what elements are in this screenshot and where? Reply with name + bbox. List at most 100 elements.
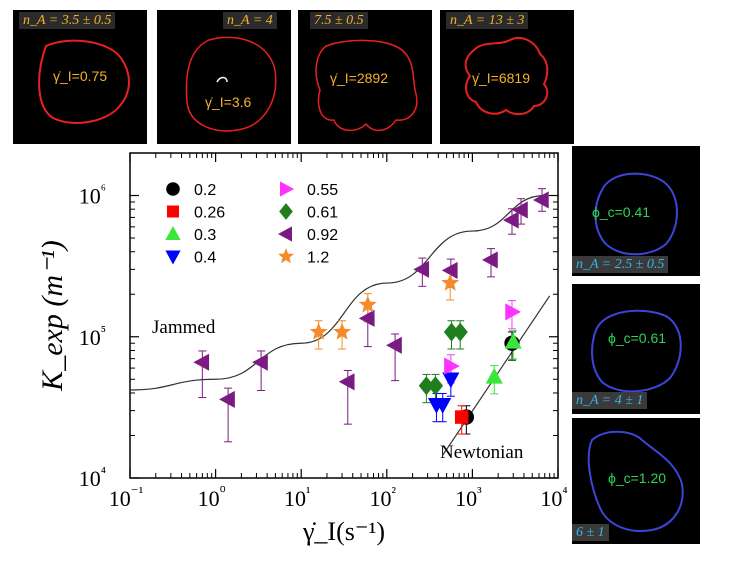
- panel-tag: 7.5 ± 0.5: [310, 12, 368, 29]
- x-tick-label: 10¹: [284, 485, 311, 511]
- marker-shape: [280, 181, 294, 197]
- contour-panel-side-2: ϕ_c=0.61 n_A = 4 ± 1: [572, 284, 700, 414]
- marker-shape: [502, 211, 519, 229]
- x-tick-label: 10⁻¹: [109, 485, 143, 511]
- data-point-0.61: [418, 376, 435, 396]
- marker-shape: [386, 336, 402, 354]
- panel-tag: n_A = 13 ± 3: [446, 12, 529, 29]
- data-point-0.92: [338, 373, 355, 391]
- marker-shape: [532, 191, 549, 209]
- legend-label: 0.92: [307, 227, 338, 244]
- data-point-0.92: [413, 260, 430, 278]
- volume-fraction-label: ϕ_c=1.20: [608, 470, 667, 486]
- marker-shape: [444, 357, 460, 375]
- marker-shape: [278, 248, 294, 264]
- data-point-0.26: [454, 410, 469, 424]
- marker-shape: [219, 390, 235, 408]
- y-tick-label: 10⁵: [79, 324, 106, 350]
- legend-label: 0.2: [194, 182, 216, 199]
- marker-shape: [434, 398, 452, 414]
- marker-shape: [278, 226, 292, 242]
- x-tick-label: 10³: [455, 485, 482, 511]
- marker-shape: [165, 250, 181, 265]
- marker-shape: [512, 201, 528, 219]
- data-point-0.92: [386, 336, 402, 354]
- contour-shape: [464, 36, 549, 116]
- panel-tag: n_A = 4 ± 1: [572, 392, 648, 409]
- x-tick-label: 10⁴: [540, 485, 567, 511]
- data-point-1.2: [309, 322, 328, 340]
- contour-panel-4: n_A = 13 ± 3 γ̇_I=6819: [440, 10, 574, 144]
- data-point-0.61: [427, 376, 444, 396]
- marker-shape: [166, 182, 180, 196]
- scatter-chart: 0.2 0.26 0.3 0.4 0.55 0.61 0.92 1.2 10⁻¹ 10⁰ 10¹ 1…: [36, 152, 568, 546]
- marker-shape: [452, 322, 468, 342]
- data-point-0.4: [434, 398, 452, 414]
- contour-shape: [185, 36, 277, 132]
- data-point-0.3: [485, 367, 503, 384]
- marker-shape: [504, 332, 522, 349]
- data-point-0.92: [482, 251, 498, 269]
- data-point-0.92: [219, 390, 235, 408]
- data-point-0.92: [193, 353, 210, 371]
- data-point-0.92: [532, 191, 549, 209]
- panel-tag: n_A = 3.5 ± 0.5: [19, 12, 116, 29]
- contour-panel-side-3: ϕ_c=1.20 6 ± 1: [572, 418, 700, 544]
- marker-shape: [441, 273, 460, 291]
- marker-shape: [443, 322, 460, 342]
- data-point-0.92: [252, 353, 268, 371]
- marker-shape: [252, 353, 268, 371]
- data-point-0.4: [442, 372, 460, 389]
- legend-marker: [166, 182, 180, 196]
- contour-shape: [594, 172, 678, 256]
- legend-marker: [278, 248, 294, 264]
- contour-panel-3: 7.5 ± 0.5 γ̇_I=2892: [298, 10, 432, 144]
- volume-fraction-label: ϕ_c=0.61: [608, 330, 667, 346]
- marker-shape: [165, 226, 181, 240]
- contour-shape: [315, 39, 418, 132]
- data-point-1.2: [358, 295, 377, 313]
- data-point-1.2: [441, 273, 460, 291]
- data-point-0.92: [502, 211, 519, 229]
- legend-label: 0.3: [194, 227, 216, 244]
- x-tick-label: 10²: [370, 485, 397, 511]
- legend-marker: [280, 181, 294, 197]
- legend-marker: [165, 250, 181, 265]
- marker-shape: [442, 372, 460, 389]
- y-tick-label: 10⁴: [79, 465, 106, 491]
- annotation-newtonian: Newtonian: [440, 442, 524, 463]
- x-tick-label: 10⁰: [198, 485, 226, 511]
- marker-shape: [413, 260, 430, 278]
- shear-rate-label: γ̇_I=0.75: [53, 68, 108, 84]
- panel-tag: n_A = 4: [223, 12, 277, 29]
- legend-label: 1.2: [307, 250, 329, 267]
- y-axis-label: K_exp (m⁻¹): [36, 240, 69, 392]
- plot-area: [129, 152, 559, 479]
- data-point-0.3: [504, 332, 522, 349]
- marker-shape: [333, 322, 352, 340]
- contour-panel-side-1: ϕ_c=0.41 n_A = 2.5 ± 0.5: [572, 146, 700, 276]
- panel-tag: 6 ± 1: [572, 524, 609, 541]
- legend-marker: [167, 205, 179, 218]
- marker-shape: [441, 261, 458, 279]
- marker-shape: [358, 309, 375, 327]
- legend-marker: [278, 226, 292, 242]
- marker-shape: [485, 367, 503, 384]
- legend-label: 0.61: [307, 205, 338, 222]
- marker-shape: [454, 410, 469, 424]
- marker-shape: [309, 322, 328, 340]
- data-point-0.92: [358, 309, 375, 327]
- data-point-0.61: [443, 322, 460, 342]
- volume-fraction-label: ϕ_c=0.41: [592, 204, 651, 220]
- marker-shape: [358, 295, 377, 313]
- shear-rate-label: γ̇_I=2892: [330, 70, 388, 86]
- legend-label: 0.55: [307, 182, 338, 199]
- y-tick-label: 10⁶: [79, 183, 106, 209]
- legend-label: 0.26: [194, 205, 225, 222]
- legend-marker: [165, 226, 181, 240]
- data-point-0.55: [505, 303, 521, 321]
- annotation-jammed: Jammed: [152, 317, 216, 338]
- data-point-0.92: [512, 201, 528, 219]
- data-point-0.61: [452, 322, 468, 342]
- marker-shape: [482, 251, 498, 269]
